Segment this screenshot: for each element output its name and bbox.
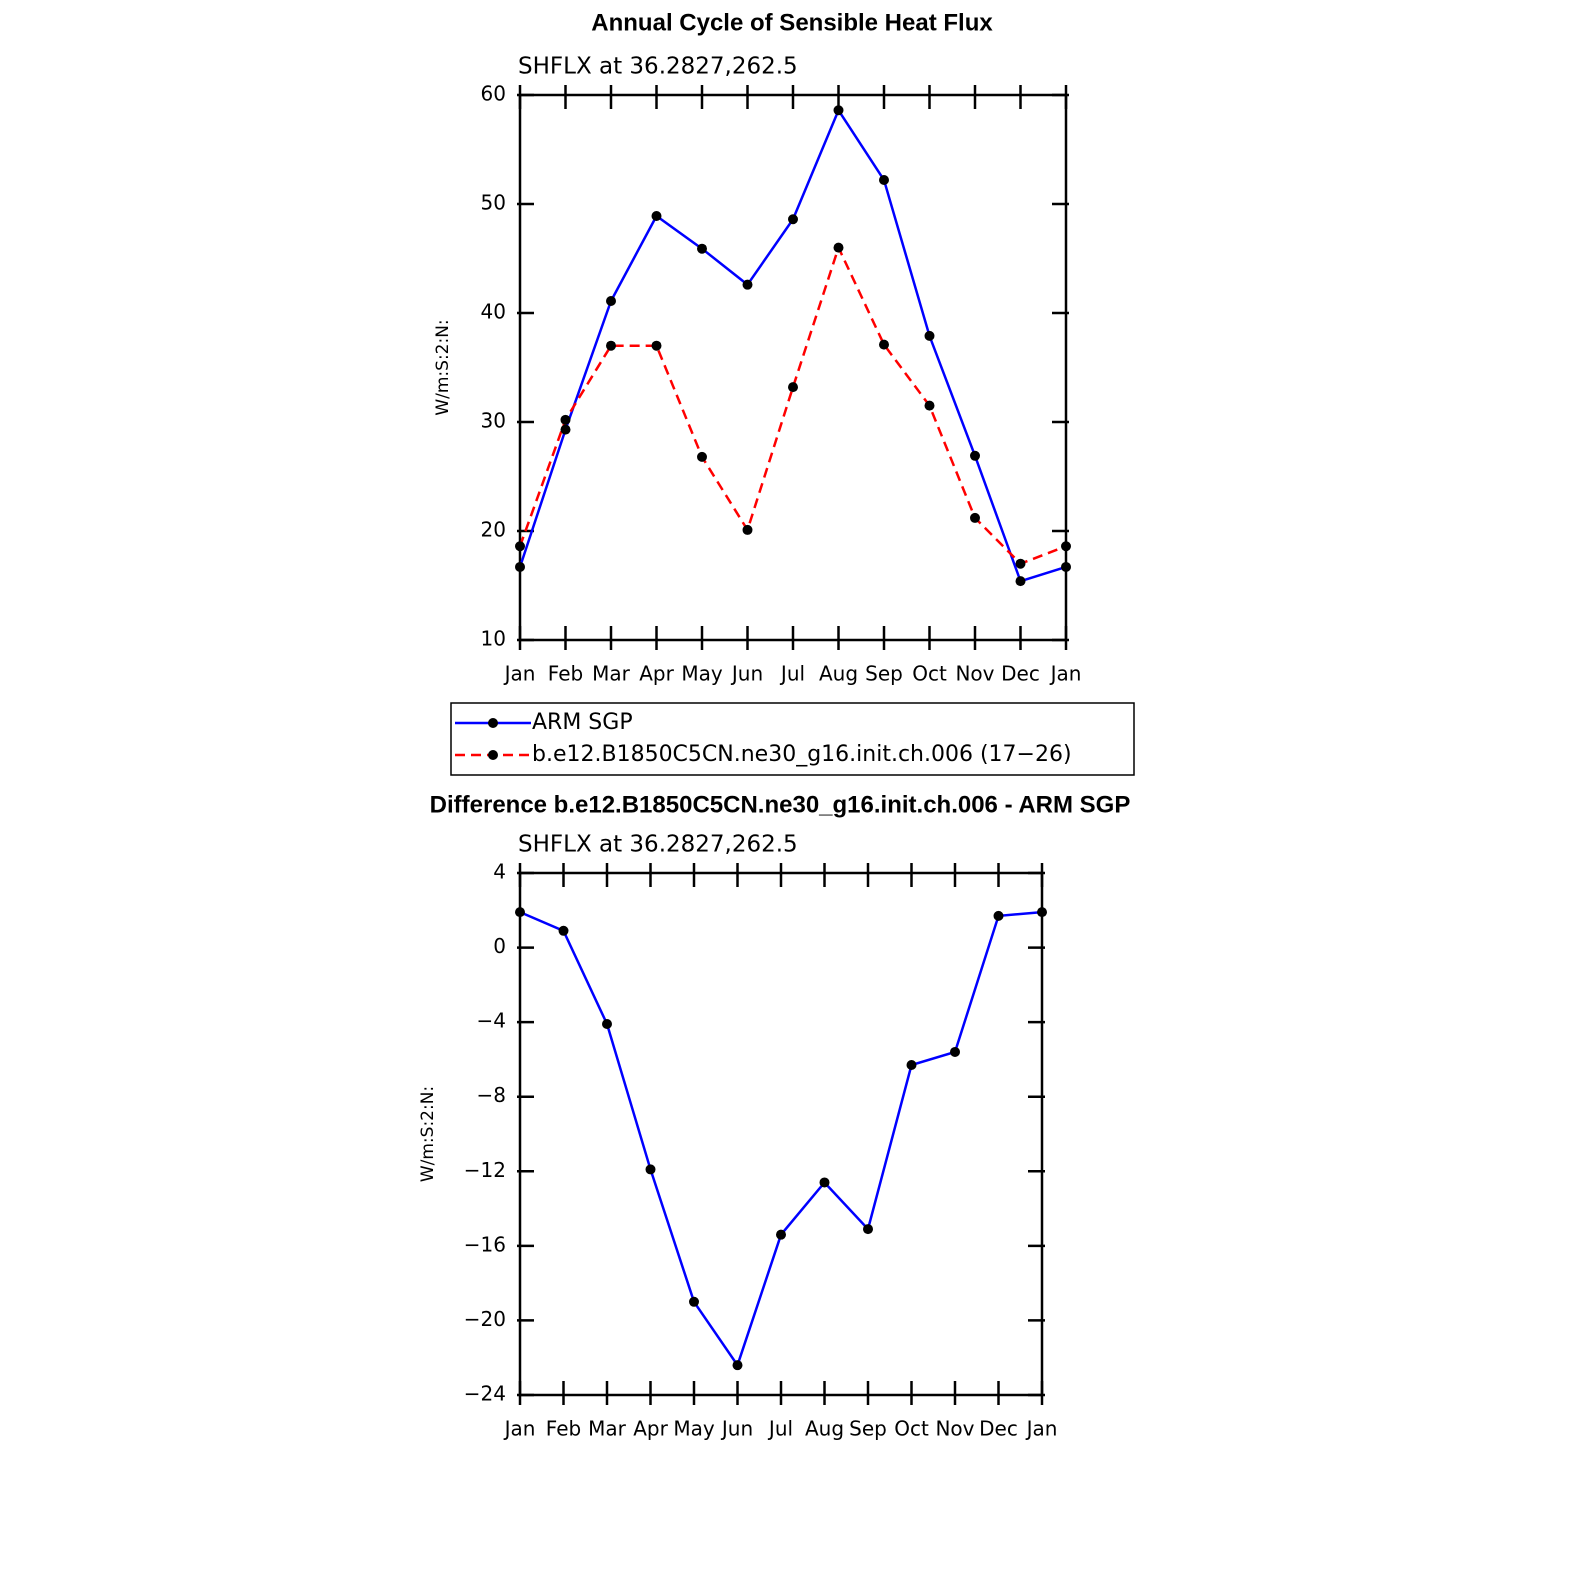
x-tick-label: May [673, 1417, 715, 1441]
data-point [742, 524, 753, 535]
y-tick-label: −8 [477, 1083, 506, 1107]
y-tick-label: 50 [481, 191, 506, 215]
y-tick-label: −20 [464, 1307, 506, 1331]
legend-marker [488, 718, 498, 728]
x-tick-label: Jul [779, 662, 805, 686]
x-tick-label: Feb [546, 1417, 581, 1441]
x-tick-label: Jan [503, 1417, 536, 1441]
data-point [833, 242, 844, 253]
data-point [863, 1224, 873, 1235]
x-tick-label: Dec [1001, 662, 1040, 686]
x-tick-label: Sep [849, 1417, 887, 1441]
data-point [651, 210, 662, 221]
y-tick-label: 4 [493, 860, 506, 884]
data-point [879, 339, 889, 350]
y-tick-label: 40 [481, 300, 506, 324]
data-point [970, 512, 980, 523]
data-point [993, 910, 1004, 921]
x-tick-label: Jan [1049, 662, 1082, 686]
data-point [1015, 576, 1026, 587]
x-tick-label: Jun [730, 662, 763, 686]
data-point [645, 1164, 656, 1175]
plot-frame [518, 93, 1068, 642]
data-point [776, 1229, 786, 1240]
data-point [819, 1177, 830, 1188]
data-point [558, 925, 569, 936]
x-tick-label: Mar [588, 1417, 627, 1441]
y-axis-label: W/m:S:2:N: [418, 1086, 438, 1182]
data-point [515, 907, 525, 918]
x-tick-label: Oct [894, 1417, 929, 1441]
series-line [519, 910, 1043, 1368]
data-point [1015, 558, 1026, 569]
y-tick-label: −4 [477, 1009, 506, 1033]
legend-marker [488, 750, 498, 760]
data-point [924, 400, 935, 411]
data-point [515, 561, 525, 572]
x-tick-label: Apr [633, 1417, 668, 1441]
data-point [560, 424, 571, 435]
data-point [602, 1019, 612, 1030]
data-point [906, 1060, 917, 1071]
data-point [1061, 541, 1071, 552]
data-point [651, 340, 662, 351]
x-tick-label: Dec [979, 1417, 1018, 1441]
data-point [560, 414, 571, 425]
chart-subtitle: SHFLX at 36.2827,262.5 [518, 832, 798, 858]
data-point [742, 279, 753, 290]
data-point [788, 382, 798, 393]
x-tick-label: Sep [865, 662, 903, 686]
x-tick-label: Jun [720, 1417, 753, 1441]
x-tick-label: Jul [767, 1417, 793, 1441]
y-tick-label: −24 [464, 1382, 506, 1406]
data-point [732, 1360, 743, 1371]
x-tick-label: Nov [935, 1417, 974, 1441]
x-tick-label: Oct [912, 662, 947, 686]
y-axis-label: W/m:S:2:N: [433, 319, 453, 415]
x-tick-label: Jan [1025, 1417, 1058, 1441]
plot-frame [518, 871, 1044, 1397]
series-line [518, 107, 1067, 583]
x-tick-label: Aug [805, 1417, 844, 1441]
data-point [697, 243, 707, 254]
x-tick-label: Jan [503, 662, 536, 686]
data-point [515, 541, 525, 552]
data-point [950, 1046, 960, 1057]
data-point [1061, 561, 1071, 572]
y-tick-label: 30 [481, 409, 506, 433]
legend-box [450, 702, 1135, 776]
data-point [879, 175, 889, 186]
series-line [518, 244, 1067, 566]
y-tick-label: 0 [493, 934, 506, 958]
data-point [1037, 907, 1047, 918]
x-tick-label: Nov [955, 662, 994, 686]
data-point [788, 214, 798, 225]
y-tick-label: −12 [464, 1158, 506, 1182]
x-tick-label: Aug [819, 662, 858, 686]
y-tick-label: 10 [481, 627, 506, 651]
data-point [924, 330, 935, 341]
x-tick-label: May [681, 662, 723, 686]
chart-title: Annual Cycle of Sensible Heat Flux [591, 9, 993, 36]
y-tick-label: 20 [481, 518, 506, 542]
x-tick-label: Feb [548, 662, 583, 686]
data-point [697, 451, 707, 462]
y-tick-label: 60 [481, 82, 506, 106]
data-point [606, 296, 616, 307]
chart-subtitle: SHFLX at 36.2827,262.5 [518, 54, 798, 80]
data-point [606, 340, 616, 351]
data-point [970, 450, 980, 461]
x-tick-label: Mar [592, 662, 631, 686]
data-point [689, 1296, 699, 1307]
data-point [833, 105, 844, 116]
legend-label: ARM SGP [532, 710, 633, 735]
x-tick-label: Apr [639, 662, 674, 686]
chart-title: Difference b.e12.B1850C5CN.ne30_g16.init… [430, 791, 1131, 818]
y-tick-label: −16 [464, 1232, 506, 1256]
legend-label: b.e12.B1850C5CN.ne30_g16.init.ch.006 (17… [532, 742, 1072, 767]
